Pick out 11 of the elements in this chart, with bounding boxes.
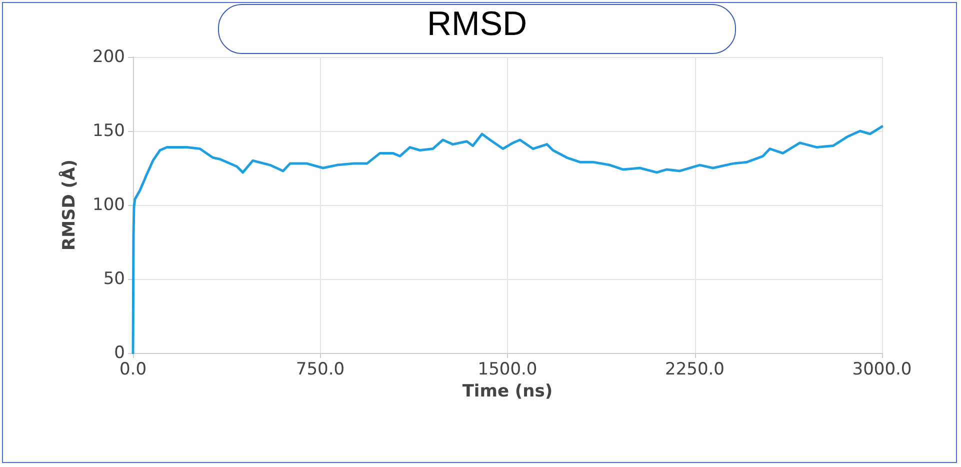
y-axis-title: RMSD (Å): [58, 160, 80, 250]
x-tick-label: 750.0: [296, 360, 345, 380]
y-tick-label: 200: [92, 47, 125, 67]
chart-title: RMSD: [218, 4, 736, 54]
y-tick-label: 150: [92, 121, 125, 141]
x-axis-title: Time (ns): [462, 382, 553, 402]
x-tick-label: 2250.0: [665, 360, 724, 380]
y-tick-label: 100: [92, 195, 125, 215]
x-tick-label: 3000.0: [852, 360, 912, 380]
y-tick-label: 50: [103, 269, 125, 289]
x-tick-label: 1500.0: [478, 360, 538, 380]
